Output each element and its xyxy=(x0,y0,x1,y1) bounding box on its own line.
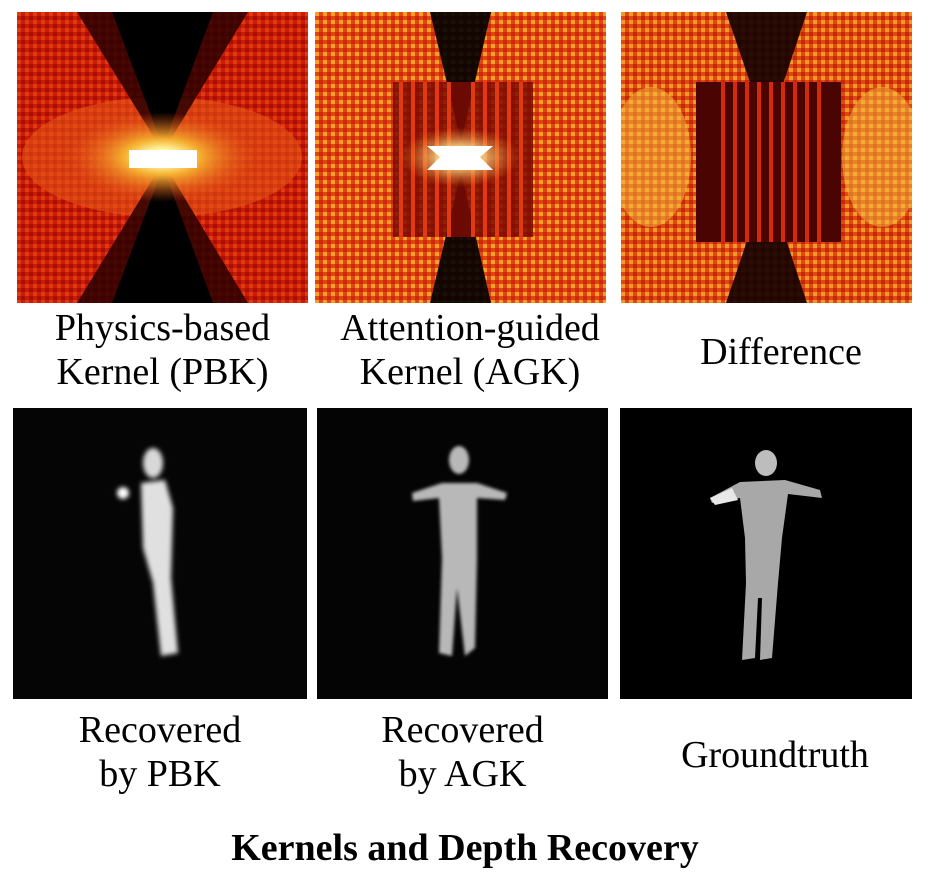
caption-line: by PBK xyxy=(13,752,307,796)
caption-line: Difference xyxy=(621,330,930,374)
caption-line: Recovered xyxy=(13,708,307,752)
caption-recovered-agk: Recovered by AGK xyxy=(317,708,608,796)
pbk-depth-silhouette xyxy=(13,408,307,699)
agk-kernel-image xyxy=(315,12,606,303)
caption-difference: Difference xyxy=(621,330,930,374)
pbk-kernel-image xyxy=(17,12,308,303)
caption-line: Recovered xyxy=(317,708,608,752)
caption-recovered-pbk: Recovered by PBK xyxy=(13,708,307,796)
groundtruth-image xyxy=(620,408,912,699)
difference-image xyxy=(621,12,912,303)
caption-line: Attention-guided xyxy=(315,306,625,350)
caption-groundtruth: Groundtruth xyxy=(620,733,930,777)
difference-heatmap xyxy=(621,12,912,303)
recovered-pbk-image xyxy=(13,408,307,699)
caption-line: Physics-based xyxy=(17,306,308,350)
caption-line: Groundtruth xyxy=(620,733,930,777)
agk-kernel-heatmap xyxy=(315,12,606,303)
groundtruth-silhouette xyxy=(620,408,912,699)
caption-line: by AGK xyxy=(317,752,608,796)
agk-depth-silhouette xyxy=(317,408,608,699)
caption-line: Kernel (PBK) xyxy=(17,350,308,394)
caption-agk-kernel: Attention-guided Kernel (AGK) xyxy=(315,306,625,394)
figure-title: Kernels and Depth Recovery xyxy=(0,824,930,872)
caption-pbk-kernel: Physics-based Kernel (PBK) xyxy=(17,306,308,394)
caption-line: Kernel (AGK) xyxy=(315,350,625,394)
recovered-agk-image xyxy=(317,408,608,699)
pbk-kernel-heatmap xyxy=(17,12,308,303)
